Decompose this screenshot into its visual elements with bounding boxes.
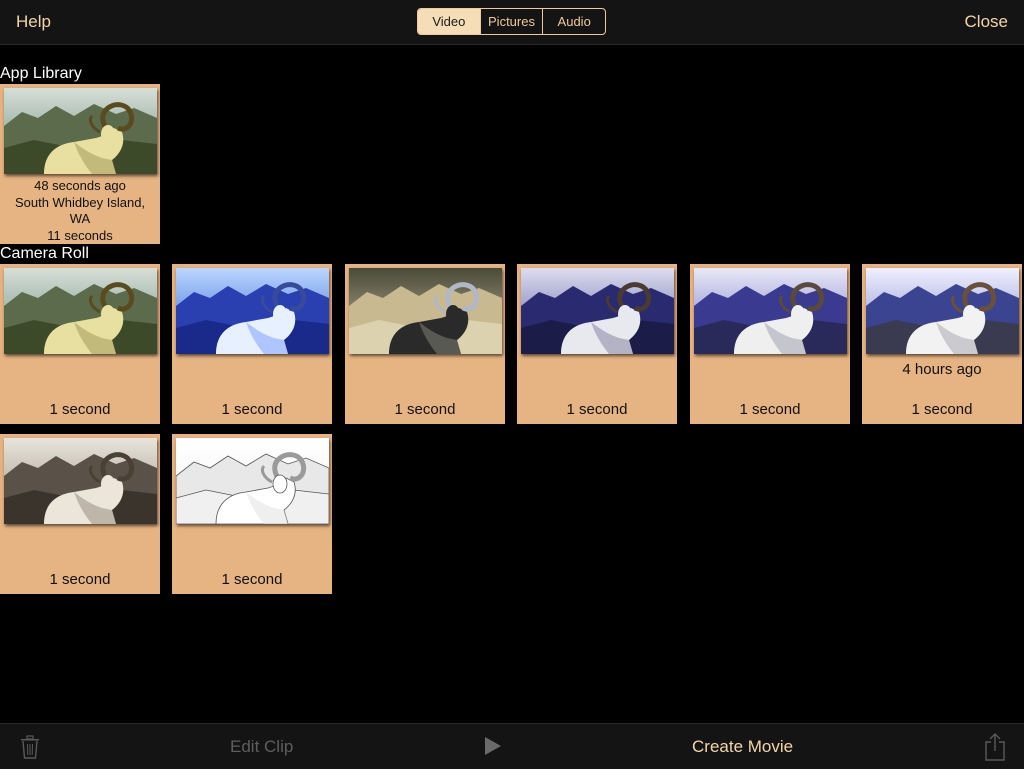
clip-thumbnail xyxy=(866,268,1019,354)
close-button[interactable]: Close xyxy=(965,12,1008,32)
camera-roll-clip[interactable]: 4 hours ago 1 second xyxy=(862,264,1022,424)
clip-time-ago: 4 hours ago xyxy=(862,361,1022,378)
clip-duration: 11 seconds xyxy=(0,227,160,244)
clip-thumbnail xyxy=(4,88,157,174)
clip-duration: 1 second xyxy=(517,401,677,418)
camera-roll-clip[interactable]: 1 second xyxy=(690,264,850,424)
camera-roll-clip[interactable]: 1 second xyxy=(0,264,160,424)
clip-time-ago: 48 seconds ago xyxy=(0,177,160,194)
clip-thumbnail xyxy=(521,268,674,354)
clip-thumbnail xyxy=(349,268,502,354)
clip-location-line1: South Whidbey Island, xyxy=(0,194,160,211)
segment-video[interactable]: Video xyxy=(418,9,480,34)
clip-thumbnail xyxy=(4,268,157,354)
clip-duration: 1 second xyxy=(345,401,505,418)
clip-thumbnail xyxy=(4,438,157,524)
bottom-toolbar: Edit Clip Create Movie xyxy=(0,723,1024,769)
camera-roll-clip[interactable]: 1 second xyxy=(172,434,332,594)
clip-location-line2: WA xyxy=(0,210,160,227)
clip-thumbnail xyxy=(176,268,329,354)
clip-duration: 1 second xyxy=(690,401,850,418)
clip-duration: 1 second xyxy=(862,401,1022,418)
share-icon[interactable] xyxy=(984,733,1006,766)
play-icon[interactable] xyxy=(484,736,502,761)
edit-clip-button[interactable]: Edit Clip xyxy=(230,737,293,757)
clip-duration: 1 second xyxy=(0,571,160,588)
segment-pictures[interactable]: Pictures xyxy=(480,9,543,34)
app-library-title: App Library xyxy=(0,65,82,83)
create-movie-button[interactable]: Create Movie xyxy=(692,737,793,757)
camera-roll-title: Camera Roll xyxy=(0,245,89,263)
camera-roll-clip[interactable]: 1 second xyxy=(517,264,677,424)
clip-thumbnail xyxy=(694,268,847,354)
camera-roll-clip[interactable]: 1 second xyxy=(345,264,505,424)
app-library-clip[interactable]: 48 seconds ago South Whidbey Island, WA … xyxy=(0,84,160,244)
clip-duration: 1 second xyxy=(172,571,332,588)
top-toolbar: Help Video Pictures Audio Close xyxy=(0,0,1024,45)
segment-audio[interactable]: Audio xyxy=(542,9,605,34)
camera-roll-clip[interactable]: 1 second xyxy=(172,264,332,424)
trash-icon[interactable] xyxy=(20,735,40,764)
clip-duration: 1 second xyxy=(0,401,160,418)
clip-thumbnail xyxy=(176,438,329,524)
clip-duration: 1 second xyxy=(172,401,332,418)
media-type-segmented-control: Video Pictures Audio xyxy=(417,8,606,35)
camera-roll-clip[interactable]: 1 second xyxy=(0,434,160,594)
help-button[interactable]: Help xyxy=(16,12,51,32)
